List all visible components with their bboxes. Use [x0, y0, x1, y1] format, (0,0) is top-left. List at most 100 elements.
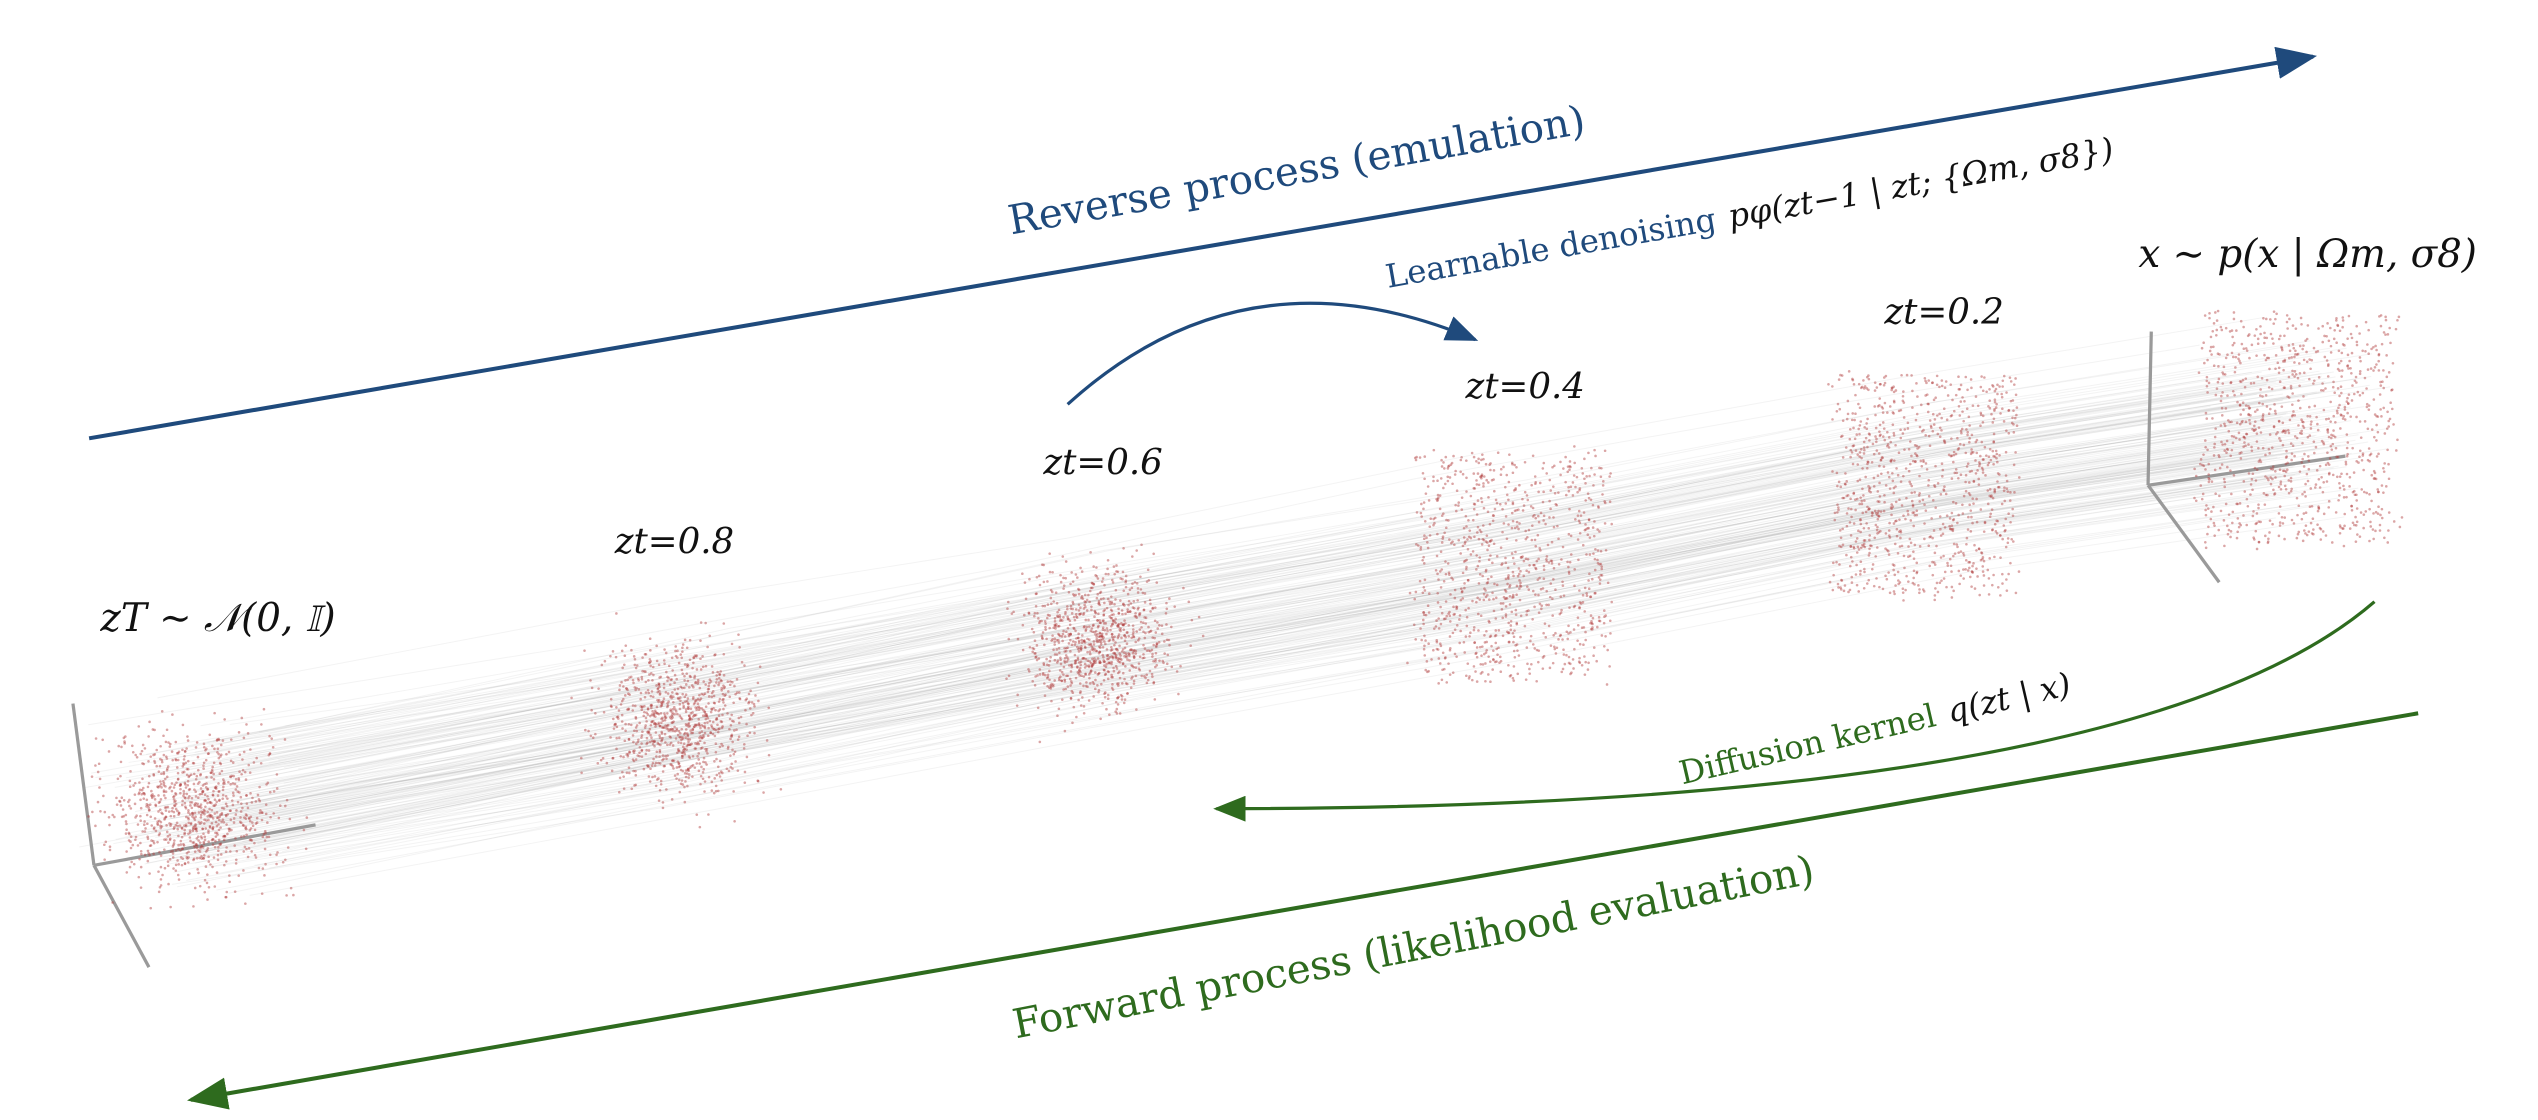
trajectory: [218, 370, 2320, 745]
trajectory: [187, 489, 2298, 865]
trajectory: [237, 381, 2334, 766]
trajectory: [189, 432, 2305, 817]
trajectory: [160, 439, 2268, 828]
trajectory: [193, 400, 2290, 788]
trajectory: [176, 468, 2287, 848]
trajectory: [157, 432, 2276, 807]
trajectory: [144, 472, 2261, 865]
trajectory: [199, 444, 2302, 816]
axes-right: [2146, 331, 2346, 584]
trajectory: [221, 434, 2330, 803]
trajectory: [170, 434, 2278, 820]
trajectory: [217, 392, 2322, 776]
trajectory: [192, 445, 2284, 812]
trajectory: [228, 440, 2329, 827]
trajectory: [91, 396, 2225, 774]
trajectory: [220, 448, 2316, 838]
trajectory: [140, 371, 2262, 757]
trajectory: [176, 413, 2275, 784]
trajectory: [146, 371, 2252, 755]
point-cloud-5: [2193, 309, 2404, 551]
trajectory: [186, 495, 2292, 881]
trajectory: [176, 399, 2284, 784]
trajectory: [241, 371, 2334, 755]
trajectory: [256, 466, 2347, 845]
trajectory: [134, 427, 2256, 813]
trajectory: [245, 376, 2336, 770]
trajectory: [229, 347, 2331, 725]
trajectory: [216, 435, 2315, 817]
trajectory: [181, 423, 2284, 804]
trajectory: [172, 448, 2284, 837]
trajectory: [303, 427, 2389, 817]
stage-label-0.6: zt=0.6: [1042, 442, 1162, 483]
point-cloud-2: [1005, 543, 1205, 744]
trajectory: [227, 467, 2321, 850]
trajectory: [228, 501, 2332, 894]
stage-label-0.8: zt=0.8: [614, 521, 734, 562]
trajectory: [204, 399, 2301, 783]
trajectory: [154, 474, 2275, 855]
trajectory: [124, 446, 2245, 826]
diffusion-kernel-label: Diffusion kernel q(zt | x): [1675, 665, 2074, 792]
trajectory: [154, 479, 2273, 859]
trajectory: [203, 474, 2300, 852]
trajectory: [148, 393, 2257, 785]
trajectory: [255, 415, 2341, 795]
trajectory: [88, 344, 2200, 726]
axes-left: [71, 703, 316, 968]
trajectory: [286, 441, 2369, 819]
trajectory: [283, 406, 2365, 784]
trajectory: [239, 450, 2336, 839]
trajectory: [210, 441, 2322, 824]
trajectory: [144, 421, 2250, 805]
trajectory: [258, 347, 2347, 733]
stage-label-0.2: zt=0.2: [1883, 291, 2003, 332]
trajectory: [273, 434, 2359, 814]
trajectory: [171, 415, 2283, 796]
trajectory: [195, 452, 2293, 828]
trajectory: [249, 420, 2351, 797]
trajectory: [284, 353, 2373, 727]
trajectory: [284, 384, 2370, 768]
trajectory-lines: [79, 316, 2391, 896]
trajectory: [208, 379, 2306, 746]
trajectory: [212, 425, 2321, 805]
trajectory: [204, 443, 2294, 820]
trajectory: [212, 395, 2308, 769]
trajectory: [180, 413, 2287, 799]
trajectory: [113, 457, 2226, 845]
trajectory: [167, 472, 2281, 865]
trajectory: [146, 482, 2256, 864]
trajectory: [232, 415, 2321, 797]
forward-process-label: Forward process (likelihood evaluation): [1009, 846, 1818, 1049]
trajectory: [144, 461, 2261, 833]
trajectory: [278, 376, 2372, 761]
trajectory: [127, 458, 2248, 834]
trajectory: [197, 426, 2291, 811]
trajectory: [168, 439, 2283, 820]
trajectory: [157, 316, 2265, 699]
trajectory: [227, 375, 2322, 755]
trajectory: [165, 449, 2282, 835]
trajectory: [181, 457, 2281, 838]
trajectory: [138, 462, 2263, 844]
trajectory: [194, 477, 2309, 864]
trajectory: [128, 389, 2238, 763]
trajectory: [173, 484, 2279, 873]
trajectory: [249, 516, 2345, 896]
trajectory: [163, 394, 2274, 779]
trajectory: [221, 372, 2322, 760]
trajectory: [125, 401, 2229, 779]
trajectory: [173, 377, 2278, 745]
trajectory: [146, 384, 2267, 777]
trajectory: [247, 380, 2326, 756]
trajectory: [139, 438, 2250, 815]
trajectory: [194, 371, 2296, 753]
trajectory: [216, 504, 2320, 891]
trajectory: [296, 448, 2387, 826]
trajectory: [209, 442, 2302, 825]
trajectory: [175, 456, 2278, 839]
trajectory: [221, 430, 2322, 808]
